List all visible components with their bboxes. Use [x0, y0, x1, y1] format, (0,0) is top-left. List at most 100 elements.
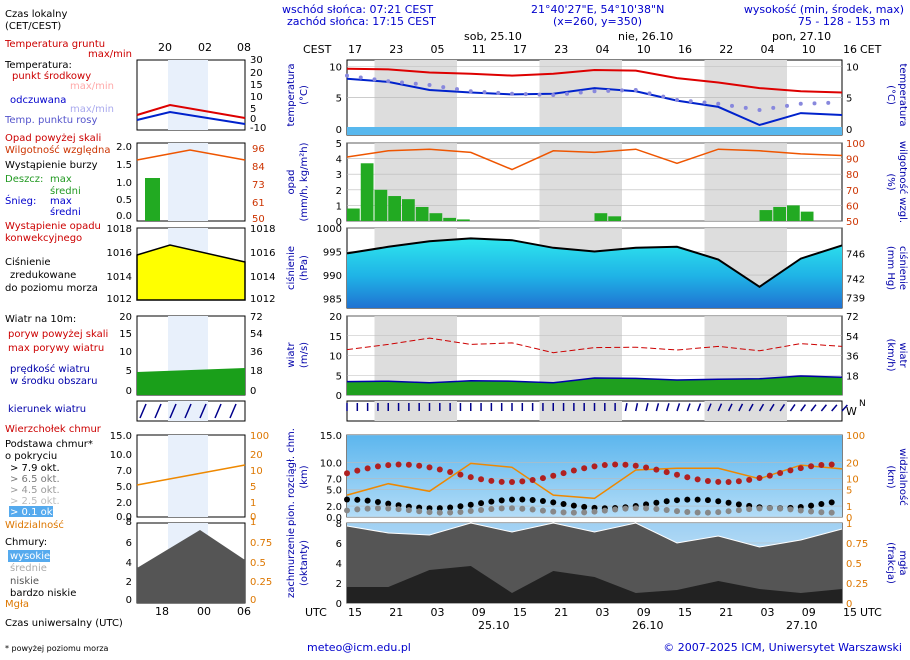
rain-bar — [429, 213, 443, 221]
cloud-base-dot — [704, 497, 711, 504]
cloud-base-dot-low — [560, 509, 567, 516]
bottom-hour-label: 15 — [678, 606, 692, 619]
cover-left-unit: (oktanty) — [299, 540, 310, 586]
cloud-top-dot — [457, 471, 464, 478]
cloud-base-dot — [808, 502, 815, 509]
cloud-base-dot-low — [715, 509, 722, 516]
legend-perceived: odczuwana — [10, 95, 66, 106]
temp-left-label: temperatura — [286, 63, 297, 126]
cloud-base-dot — [818, 501, 825, 508]
legend-hum-tick-r: 96 — [252, 144, 265, 155]
cover-tick-left: 4 — [336, 559, 342, 570]
temp-left-unit: (°C) — [299, 85, 310, 105]
cloud-base-dot-low — [643, 505, 650, 512]
cloud-base-dot-low — [674, 508, 680, 515]
cloud-base-dot-low — [808, 508, 815, 515]
legend-pressure-3: do poziomu morza — [5, 283, 98, 294]
wind-right-label: wiatr — [897, 342, 908, 368]
dew-point-dot — [358, 75, 363, 80]
legend-wind-tick-r: 0 — [250, 386, 256, 397]
humidity-tick-right: 60 — [846, 201, 859, 212]
dew-point-dot — [386, 79, 391, 84]
legend-hour-1: 20 — [158, 41, 172, 54]
pressure-area — [347, 238, 842, 308]
night-band-d-2 — [704, 401, 787, 421]
dew-point-dot — [427, 83, 432, 87]
dew-point-dot — [400, 80, 404, 85]
cloud-top-dot — [735, 478, 742, 485]
legend-cloud-top: Wierzchołek chmur — [5, 424, 102, 435]
legend-perceived-sample — [136, 110, 246, 125]
coords-text: 21°40'27"E, 54°10'38"N — [531, 3, 664, 16]
cloud-top-dot — [632, 462, 639, 469]
dew-point-dot — [551, 93, 556, 97]
temp-tick-right: 5 — [846, 94, 852, 105]
legend-vis-tick: 1 — [250, 498, 256, 509]
wind-left-label: wiatr — [286, 342, 297, 368]
humidity-tick-right: 80 — [846, 170, 859, 181]
legend-hum-tick-r: 73 — [252, 180, 265, 191]
dew-point-dot — [661, 94, 666, 99]
cloud-top-dot — [426, 464, 433, 471]
cloud-base-dot-low — [364, 505, 371, 512]
legend-cloud-tick: 10.0 — [110, 450, 132, 461]
wind-direction-arrow — [696, 403, 702, 412]
tz-right-bottom: UTC — [860, 606, 882, 619]
wind-tick-right: 72 — [846, 312, 859, 323]
cloud-top-dot — [395, 461, 402, 468]
legend-cloud-sample — [137, 530, 245, 603]
cloud-base-dot — [447, 504, 454, 511]
legend-fog-tick: 0.25 — [250, 577, 272, 588]
temp-tick-right: 0 — [846, 125, 852, 136]
legend-precip-over: Opad powyżej skali — [5, 133, 101, 144]
dew-point-dot — [372, 77, 377, 82]
cloud-top-dot — [725, 478, 732, 485]
legend-wind: Wiatr na 10m: — [5, 314, 76, 325]
cloud-top-dot — [354, 467, 361, 474]
legend-vis-tick: 0 — [250, 512, 256, 523]
top-hour-label: 23 — [554, 43, 568, 56]
cloud-base-dot-low — [746, 506, 753, 513]
contact-email[interactable]: meteo@icm.edu.pl — [307, 641, 411, 654]
legend-wind-tick-r: 72 — [250, 312, 263, 323]
top-hour-label: 17 — [513, 43, 527, 56]
legend-pressure-tick: 1018 — [107, 224, 132, 235]
cloud-base-dot — [488, 498, 495, 505]
legend-fog-tick: 0.75 — [250, 538, 272, 549]
legend-vis-sample — [136, 464, 246, 486]
pressure-tick-right: 742 — [846, 275, 865, 286]
wind-direction-arrow — [810, 404, 817, 412]
bottom-hour-label: 21 — [719, 606, 733, 619]
legend-okt-65: > 6.5 okt. — [10, 474, 60, 485]
cloud-base-dot — [364, 497, 371, 504]
date-label-2: 26.10 — [632, 619, 664, 632]
temp-tick-left: 10 — [329, 62, 342, 73]
legend-gust-over: poryw powyżej skali — [8, 329, 108, 340]
cloud-top-dot — [674, 471, 680, 478]
cloud-top-dot — [663, 469, 670, 476]
cloud-tick-left: 15.0 — [320, 431, 342, 442]
cloud-base-dot-low — [457, 508, 464, 515]
pressure-tick-right: 746 — [846, 249, 865, 260]
legend-wind-tick-r: 36 — [250, 347, 263, 358]
elevation-values: 75 - 128 - 153 m — [798, 15, 890, 28]
legend-temp-tick-r: 30 — [250, 55, 263, 66]
bottom-hour-label: 09 — [637, 606, 651, 619]
day-label-1: sob, 25.10 — [464, 30, 522, 43]
legend-temp-tick-r: 0 — [250, 114, 256, 125]
wind-speed-area — [347, 376, 842, 395]
cloud-top-dot — [622, 461, 629, 468]
wind-direction-arrow — [717, 403, 723, 412]
wind-tick-left: 0 — [336, 391, 342, 402]
dew-point-dot — [345, 73, 349, 78]
legend-okt-79: > 7.9 okt. — [10, 463, 60, 474]
dew-point-dot — [537, 92, 542, 97]
legend-hum-tick-r: 61 — [252, 198, 265, 209]
visibility-tick-right: 100 — [846, 431, 865, 442]
legend-rain-max: max — [50, 174, 72, 185]
legend-low: niskie — [10, 576, 39, 587]
wind-tick-right: 18 — [846, 371, 859, 382]
dew-point-dot — [606, 88, 611, 93]
pressure-tick-right: 739 — [846, 293, 865, 304]
dew-point-dot — [592, 89, 597, 94]
